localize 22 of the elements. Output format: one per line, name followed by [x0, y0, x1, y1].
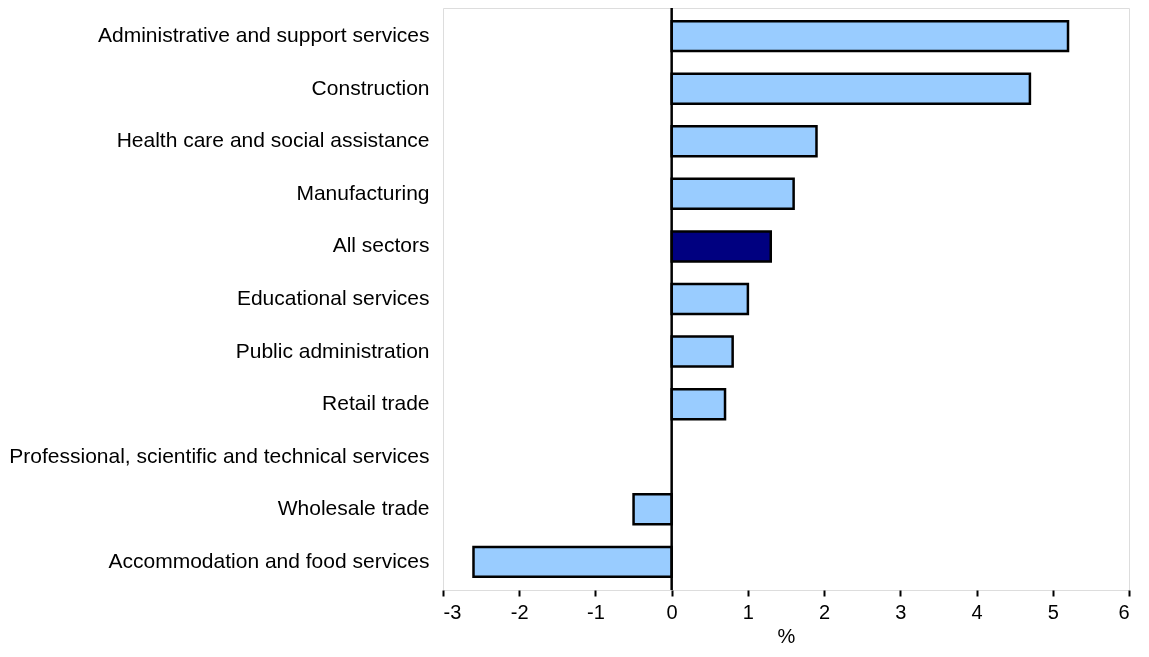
x-tick-label: -3 — [443, 600, 462, 623]
y-tick-label: Construction — [311, 75, 430, 99]
y-tick-label: Retail trade — [322, 391, 430, 415]
x-tick-label: -2 — [510, 600, 529, 623]
x-tick-label: 6 — [1118, 600, 1130, 623]
x-tick-label: 3 — [895, 600, 907, 623]
x-tick-label: 1 — [742, 600, 754, 623]
y-tick-label: Manufacturing — [296, 180, 430, 204]
y-tick-label: Health care and social assistance — [116, 128, 430, 152]
x-tick-label: 4 — [971, 600, 983, 623]
y-tick-label: All sectors — [332, 233, 430, 257]
x-tick-label: -1 — [587, 600, 605, 623]
x-axis-title: % — [777, 624, 796, 647]
y-tick-label: Wholesale trade — [277, 496, 430, 520]
x-tick-label: 5 — [1047, 600, 1059, 623]
y-tick-label: Administrative and support services — [98, 23, 430, 47]
x-tick-label: 0 — [666, 600, 678, 623]
x-tick-label: 2 — [819, 600, 831, 623]
y-tick-label: Accommodation and food services — [108, 548, 430, 572]
y-tick-label: Professional, scientific and technical services — [9, 443, 430, 467]
y-tick-label: Educational services — [236, 286, 430, 309]
y-tick-label: Public administration — [235, 338, 430, 362]
